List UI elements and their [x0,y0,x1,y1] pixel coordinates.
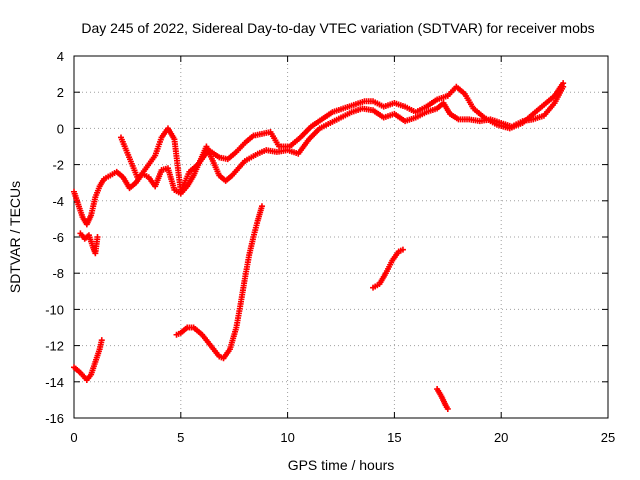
y-tick-label: -16 [45,411,64,426]
data-point [98,337,105,344]
grid [74,56,608,418]
series-rising-arc-segment [173,203,265,362]
series-bottom-right-segment [434,386,451,412]
y-tick-label: -12 [45,339,64,354]
series-mid-short-segment [370,246,406,291]
series-low-dip-segment [77,230,101,257]
series-main-trace [71,83,567,228]
data-point [444,405,451,412]
y-tick-label: 4 [57,49,64,64]
y-tick-label: -10 [45,302,64,317]
x-tick-label: 5 [177,430,184,445]
data-point [560,80,567,87]
x-tick-label: 15 [387,430,401,445]
series-upper-branch [117,80,567,195]
y-tick-label: -8 [52,266,64,281]
data-point [258,203,265,210]
x-tick-label: 10 [280,430,294,445]
data-marks [71,80,567,412]
chart-title: Day 245 of 2022, Sidereal Day-to-day VTE… [81,20,594,36]
x-tick-label: 0 [70,430,77,445]
x-tick-label: 20 [494,430,508,445]
y-tick-label: -4 [52,194,64,209]
y-tick-label: -2 [52,158,64,173]
y-axis-title: SDTVAR / TECUs [7,181,23,293]
y-tick-label: -14 [45,375,64,390]
x-axis-title: GPS time / hours [288,457,395,473]
y-tick-label: 2 [57,85,64,100]
series-bottom-left-segment [71,337,105,383]
y-tick-label: 0 [57,121,64,136]
x-tick-label: 25 [601,430,615,445]
data-point [399,246,406,253]
y-tick-label: -6 [52,230,64,245]
data-point [94,234,101,240]
axis-ticks: 0 5 10 15 20 25 -16 -14 -12 -10 -8 -6 -4 -2 0 2 4 [45,49,615,445]
